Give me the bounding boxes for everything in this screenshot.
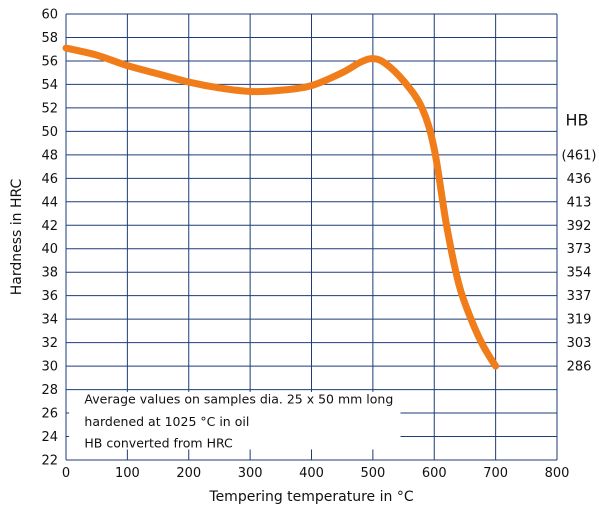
hb-tick-label: 303 (567, 336, 592, 351)
y-tick-label: 42 (41, 219, 58, 234)
y-tick-label: 58 (41, 31, 58, 46)
hb-tick-label: 436 (567, 172, 592, 187)
x-axis-title: Tempering temperature in °C (208, 489, 413, 505)
annotation-box: Average values on samples dia. 25 x 50 m… (69, 391, 401, 451)
y-axis-ticks: 22 24 26 28 30 32 34 36 38 40 42 44 46 48 50 52 54 56 58 60 (41, 8, 58, 469)
hb-axis-title: HB (565, 111, 588, 130)
annotation-line: Average values on samples dia. 25 x 50 m… (84, 392, 393, 407)
y-tick-label: 22 (41, 454, 58, 469)
x-tick-label: 300 (238, 466, 263, 481)
x-axis-ticks: 0 100 200 300 400 500 600 700 800 (62, 466, 570, 481)
annotation-line: HB converted from HRC (84, 436, 233, 451)
hb-tick-label: 392 (567, 219, 592, 234)
annotation-background (69, 391, 401, 450)
hardness-curve (62, 44, 500, 370)
hb-tick-label: 354 (567, 266, 592, 281)
y-tick-label: 54 (41, 78, 58, 93)
y-tick-label: 28 (41, 383, 58, 398)
hb-axis-ticks: (461) 436 413 392 373 354 337 319 303 286 (562, 148, 597, 374)
x-tick-label: 400 (299, 466, 324, 481)
x-tick-label: 0 (62, 466, 70, 481)
x-tick-label: 100 (115, 466, 140, 481)
x-tick-label: 600 (422, 466, 447, 481)
y-tick-label: 40 (41, 242, 58, 257)
y-axis-title: Hardness in HRC (9, 178, 25, 295)
y-tick-label: 34 (41, 313, 58, 328)
hb-tick-label: 337 (567, 289, 592, 304)
hb-tick-label: 319 (567, 313, 592, 328)
y-tick-label: 50 (41, 125, 58, 140)
hb-tick-label: (461) (562, 148, 597, 163)
y-tick-label: 52 (41, 101, 58, 116)
y-tick-label: 30 (41, 360, 58, 375)
annotation-line: hardened at 1025 °C in oil (84, 414, 249, 429)
grid (65, 13, 558, 461)
y-tick-label: 44 (41, 195, 58, 210)
series (62, 44, 500, 370)
x-tick-label: 800 (545, 466, 570, 481)
y-tick-label: 60 (41, 8, 58, 23)
y-tick-label: 32 (41, 336, 58, 351)
hb-tick-label: 413 (567, 195, 592, 210)
x-tick-label: 200 (176, 466, 201, 481)
y-tick-label: 56 (41, 54, 58, 69)
y-tick-label: 48 (41, 148, 58, 163)
y-tick-label: 36 (41, 289, 58, 304)
y-tick-label: 26 (41, 407, 58, 422)
hb-tick-label: 286 (567, 360, 592, 375)
x-tick-label: 700 (483, 466, 508, 481)
y-tick-label: 38 (41, 266, 58, 281)
x-tick-label: 500 (360, 466, 385, 481)
y-tick-label: 24 (41, 430, 58, 445)
hb-tick-label: 373 (567, 242, 592, 257)
y-tick-label: 46 (41, 172, 58, 187)
